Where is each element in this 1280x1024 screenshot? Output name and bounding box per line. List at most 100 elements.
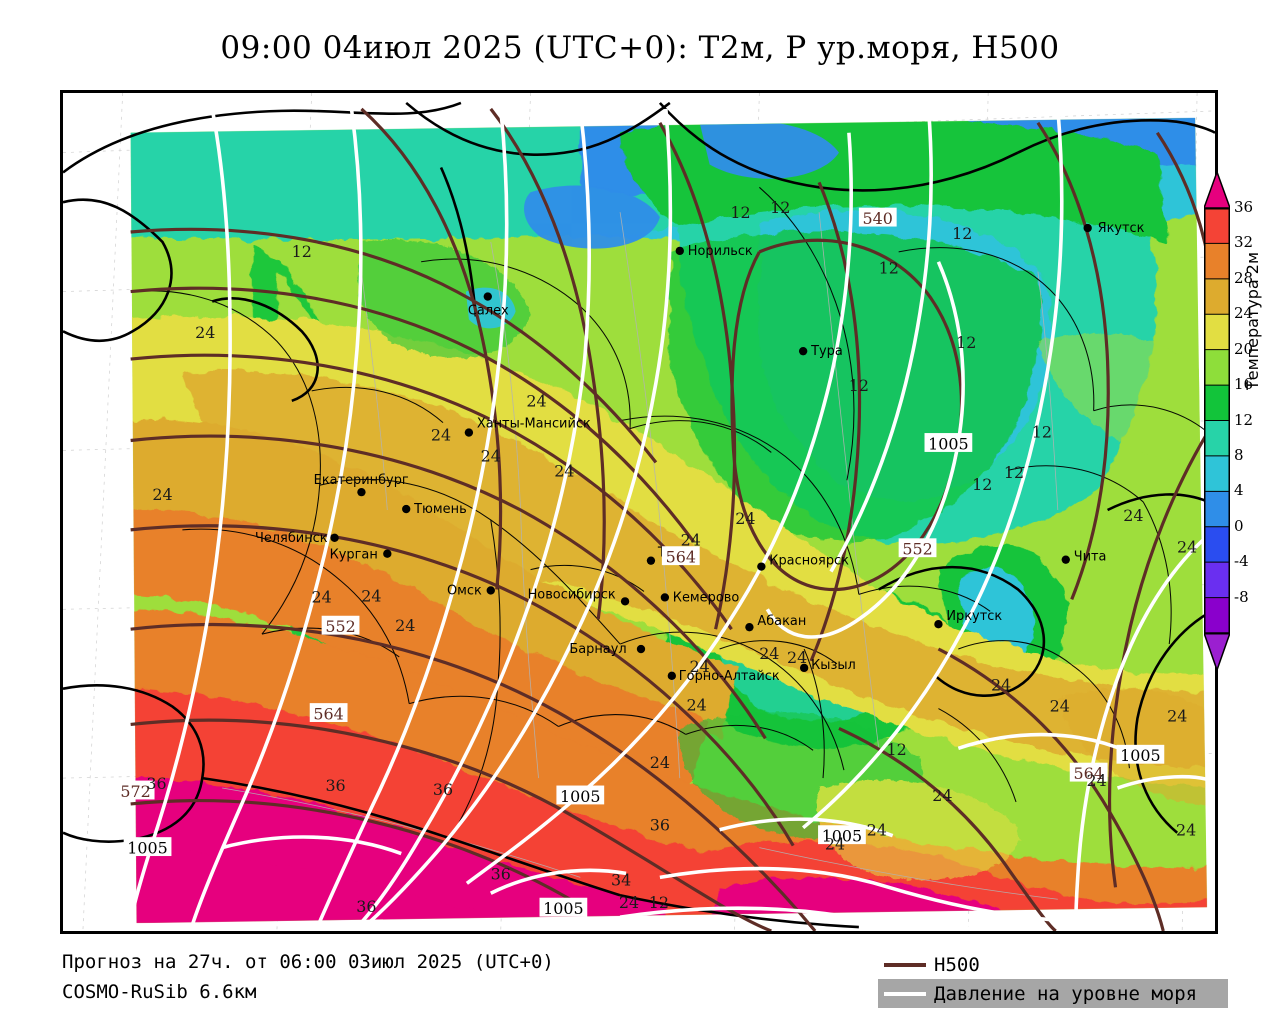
city-label: Иркутск [946,609,1002,624]
city-marker: Тюмень [402,502,467,517]
h500-label: 552 [321,615,360,636]
label-background [818,825,866,845]
temperature-label: 24 [152,485,172,504]
city-label: Ханты-Мансийск [477,417,591,432]
h500-label: 564 [1069,762,1108,783]
label-text: 1005 [543,899,583,918]
city-dot [675,246,684,256]
colorbar-tick-label: 20 [1234,339,1254,358]
city-label: Кемерово [673,590,740,605]
temperature-label: 24 [195,323,215,342]
city-label: Норильск [688,244,753,259]
temperature-label: 24 [312,587,332,606]
city-marker: Омск [447,583,495,598]
label-background [1116,744,1165,764]
city-marker: Кызыл [799,658,856,673]
colorbar-block [1204,349,1230,386]
temperature-label: 12 [730,203,750,222]
page-title: 09:00 04июл 2025 (UTC+0): T2м, Р ур.моря… [220,30,1060,66]
label-text: 552 [902,540,932,559]
temperature-label: 24 [395,616,415,635]
h500-label: 552 [898,538,937,559]
map-frame[interactable]: Якутск Норильск Салех Тура Ханты-Мансийск Ека… [60,90,1218,934]
colorbar-tick-label: 4 [1234,481,1244,500]
label-background [309,703,348,722]
temperature-label: 12 [972,475,992,494]
colorbar-block [1204,420,1230,457]
mslp-label: 1005 [539,897,588,918]
city-marker: Курган [330,548,392,563]
mslp-line-swatch [884,991,926,996]
colorbar-block [1204,526,1230,563]
label-background [116,780,155,800]
city-marker: Кемерово [660,590,740,605]
temperature-label: 12 [879,259,899,278]
temperature-label: 24 [681,531,701,550]
colorbar-block [1204,385,1230,422]
temperature-label: 24 [932,786,952,805]
label-background [924,433,973,452]
city-marker: Салех [468,292,509,318]
city-marker: Новосибирск [528,587,630,606]
city-label: Омск [447,583,482,598]
h500-line-swatch [884,962,926,967]
label-text: 1005 [822,827,862,846]
colorbar-ticks: 36 32 28 24 20 16 12 8 4 0 -4 -8 [1234,172,1274,670]
city-label: Кызыл [811,658,856,673]
city-label: Чита [1074,550,1107,565]
city-dot [636,644,646,654]
colorbar-tick-label: -4 [1234,552,1249,571]
temperature-label: 24 [526,392,546,411]
colorbar-tick-label: 8 [1234,445,1244,464]
city-dot [745,623,754,632]
label-text: 564 [666,548,696,567]
legend-item-h500: H500 [878,950,1228,979]
colorbar-tick-label: -8 [1234,587,1249,606]
label-text: 1005 [127,839,167,858]
colorbar-block [1204,243,1230,280]
temperature-label: 36 [433,780,453,799]
colorbar-tick-label: 24 [1234,304,1254,323]
h500-label: 572 [116,780,155,801]
city-label: Абакан [757,614,806,629]
city-label: Тура [810,344,843,359]
city-marker: Норильск [675,244,753,259]
forecast-model-line: COSMO-RuSib 6.6км [62,981,257,1003]
city-dot [464,428,474,437]
colorbar-block [1204,562,1230,599]
h500-label: 564 [661,546,700,567]
city-dot [402,504,411,514]
colorbar-tick-label: 0 [1234,516,1244,535]
colorbar-tick-label: 36 [1234,198,1254,216]
map-legend: H500 Давление на уровне моря [878,950,1228,1008]
city-marker: Екатеринбург [314,473,409,497]
label-text: 1005 [928,434,968,453]
city-marker: Барнаул [569,642,646,657]
city-dot [757,562,766,571]
label-text: 1005 [560,787,600,806]
colorbar-tick-label: 28 [1234,268,1254,287]
city-dot [660,593,670,602]
temperature-label: 24 [481,446,501,465]
colorbar-over-arrow [1204,172,1230,209]
temperature-label: 12 [292,242,312,261]
label-text: 1005 [1120,746,1160,765]
city-dot [1061,555,1070,564]
label-background [898,538,937,558]
temperature-label: 24 [1177,538,1197,557]
temperature-label: 12 [770,198,790,217]
label-text: 564 [313,705,343,724]
temperature-label: 24 [991,676,1011,695]
colorbar [1204,172,1230,670]
temperature-label: 34 [611,870,631,889]
legend-label-mslp: Давление на уровне моря [934,982,1198,1005]
city-dot [1083,223,1092,233]
label-background [1069,762,1108,782]
temperature-label: 24 [867,821,887,840]
temperature-label: 24 [619,893,639,912]
temperature-label: 24 [787,648,807,667]
colorbar-block [1204,491,1230,528]
temperature-label: 24 [1167,707,1187,726]
label-text: 572 [120,782,150,801]
weather-map-canvas[interactable]: Якутск Норильск Салех Тура Ханты-Мансийск Ека… [63,93,1215,931]
